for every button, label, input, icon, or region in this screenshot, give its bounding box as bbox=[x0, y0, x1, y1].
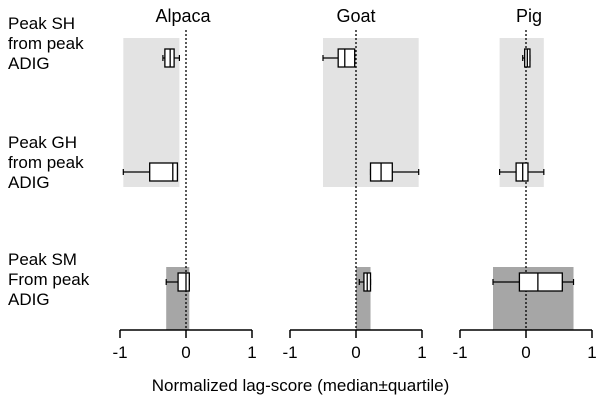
goat-tick-label-0: -1 bbox=[282, 343, 297, 362]
alpaca-box-0 bbox=[164, 48, 175, 68]
pig-shaded-region-0 bbox=[499, 38, 544, 187]
row-label-gh: Peak GH from peak ADIG bbox=[8, 133, 84, 192]
panel-title-goat: Goat bbox=[336, 6, 376, 26]
alpaca-box-1 bbox=[149, 162, 179, 182]
alpaca-tick-label-2: 1 bbox=[247, 343, 256, 362]
alpaca-box-2 bbox=[177, 272, 190, 292]
panel-title-alpaca: Alpaca bbox=[155, 6, 211, 26]
x-axis-title: Normalized lag-score (median±quartile) bbox=[151, 376, 450, 395]
row-label-sh: Peak SH from peak ADIG bbox=[8, 14, 84, 73]
panel-title-pig: Pig bbox=[515, 6, 542, 26]
pig-tick-label-1: 0 bbox=[521, 343, 530, 362]
goat-box-0 bbox=[337, 48, 356, 68]
row-label-sm: Peak SM From peak ADIG bbox=[8, 250, 90, 309]
pig-tick-label-2: 1 bbox=[587, 343, 596, 362]
alpaca-tick-label-1: 0 bbox=[181, 343, 190, 362]
goat-tick-label-2: 1 bbox=[417, 343, 426, 362]
pig-box-1 bbox=[515, 162, 529, 182]
goat-tick-label-1: 0 bbox=[351, 343, 360, 362]
pig-box-2 bbox=[518, 272, 563, 292]
pig-tick-label-0: -1 bbox=[452, 343, 467, 362]
alpaca-tick-label-0: -1 bbox=[112, 343, 127, 362]
